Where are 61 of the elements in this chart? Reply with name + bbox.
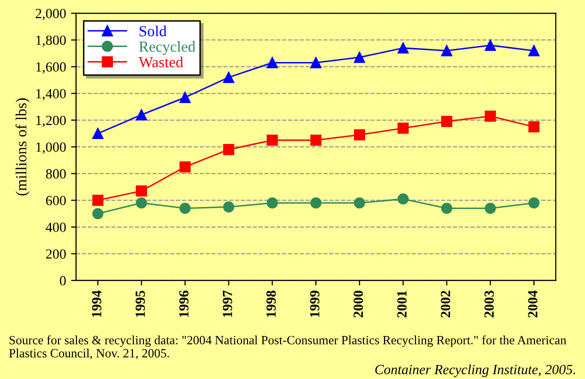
point [354, 197, 366, 209]
x-tick-label: 2003 [484, 290, 494, 318]
point [484, 202, 496, 214]
y-tick-label: 2,000 [36, 8, 66, 20]
point [398, 122, 409, 134]
point [180, 92, 191, 103]
y-tick-label: 1,000 [36, 142, 66, 154]
point [310, 57, 322, 68]
point [528, 197, 540, 209]
y-tick-label: 1,400 [36, 89, 66, 100]
point [180, 161, 191, 172]
point [354, 52, 366, 63]
y-tick-label: 1,600 [36, 62, 66, 74]
point [136, 109, 148, 120]
point [528, 121, 540, 132]
point [136, 185, 148, 197]
y-tick-label: 0 [60, 276, 66, 286]
point [528, 45, 540, 56]
y-axis-title: (millions of lbs) [16, 98, 30, 196]
point [266, 57, 278, 68]
x-tick-label: 2000 [354, 290, 363, 318]
x-tick-label: 1994 [92, 290, 102, 317]
point [266, 197, 278, 209]
legend-label: Recycled [139, 41, 196, 55]
y-tick-label: 800 [46, 169, 66, 179]
point [92, 128, 104, 140]
y-tick-label: 1,800 [36, 36, 66, 47]
point [223, 144, 234, 156]
y-tick-label: 200 [46, 249, 66, 259]
text: Container Recycling Institute, 2005. [375, 364, 575, 378]
point [223, 72, 234, 83]
point [136, 197, 148, 209]
y-tick-label: 1,200 [36, 116, 66, 128]
point [441, 202, 452, 214]
point [441, 116, 452, 128]
point [223, 201, 234, 213]
source-note: Source for sales & recycling data: "2004 National Post-Consumer Plastics Recycling Report." for the American Plastics Council, Nov. 21, 2005. [9, 335, 566, 360]
legend-label: Sold [140, 26, 167, 36]
point [310, 197, 322, 209]
x-tick-label: 1998 [266, 290, 276, 317]
point [92, 208, 104, 220]
x-tick-label: 1999 [310, 290, 320, 317]
y-tick-label: 600 [46, 196, 66, 206]
point [398, 42, 409, 54]
point [484, 110, 496, 122]
x-tick-label: 1997 [222, 290, 232, 317]
point [354, 129, 366, 140]
point [180, 202, 191, 214]
point [441, 45, 452, 56]
point [398, 193, 409, 205]
x-tick-label: 2001 [397, 290, 407, 318]
x-tick-label: 1995 [136, 290, 145, 317]
x-tick-label: 1996 [179, 290, 189, 317]
x-tick-label: 2004 [528, 290, 538, 318]
point [266, 134, 278, 146]
point [484, 40, 496, 51]
point [310, 134, 322, 146]
point [92, 194, 104, 206]
y-tick-label: 400 [46, 222, 66, 232]
x-tick-label: 2002 [440, 290, 450, 318]
legend-label: Wasted [138, 56, 184, 68]
